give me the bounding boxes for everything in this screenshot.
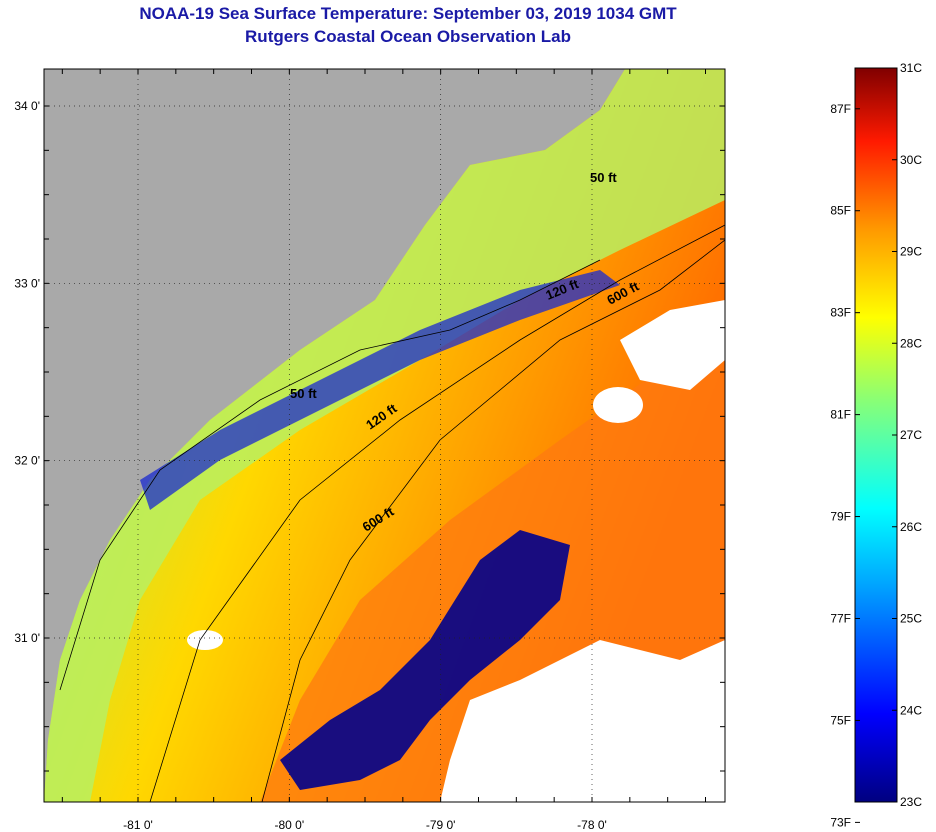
lat-tick-label: 33 0': [14, 276, 40, 290]
cloud-area: [440, 640, 725, 802]
lon-tick-label: -80 0': [275, 818, 305, 832]
axis-ticks: 34 0' 33 0' 32 0' 31 0' -81 0' -80 0' -79 0' -7…: [14, 69, 725, 832]
colorbar-labels: 31C 30C 29C 28C 27C 26C 25C 24C 23C 87F 85F 83F 81F 7…: [830, 61, 922, 829]
contour-50ft: [59, 259, 601, 691]
lat-tick-label: 34 0': [14, 99, 40, 113]
contour-600ft: [261, 239, 725, 802]
celsius-label: 27C: [900, 428, 922, 442]
lon-tick-label: -81 0': [123, 818, 153, 832]
celsius-label: 23C: [900, 795, 922, 809]
map-image: [44, 69, 725, 802]
celsius-label: 28C: [900, 336, 922, 350]
lon-tick-label: -79 0': [426, 818, 456, 832]
contour-label-50ft-north: 50 ft: [590, 170, 617, 185]
contour-label-50ft-south: 50 ft: [290, 386, 317, 401]
cold-streak: [140, 270, 620, 510]
graticule: [44, 69, 725, 802]
celsius-label: 26C: [900, 520, 922, 534]
lat-tick-label: 31 0': [14, 631, 40, 645]
fahrenheit-label: 73F: [830, 815, 851, 829]
map-subtitle: Rutgers Coastal Ocean Observation Lab: [245, 27, 571, 46]
fahrenheit-label: 87F: [830, 102, 851, 116]
celsius-label: 31C: [900, 61, 922, 75]
celsius-label: 25C: [900, 612, 922, 626]
celsius-label: 24C: [900, 703, 922, 717]
fahrenheit-label: 75F: [830, 713, 851, 727]
fahrenheit-label: 85F: [830, 204, 851, 218]
map-title: NOAA-19 Sea Surface Temperature: Septemb…: [139, 4, 677, 23]
lat-tick-label: 32 0': [14, 454, 40, 468]
fahrenheit-label: 79F: [830, 510, 851, 524]
fahrenheit-label: 81F: [830, 408, 851, 422]
map-frame: [43, 68, 726, 803]
colorbar: [854, 67, 898, 803]
cloud-patch-inshore: [187, 630, 223, 650]
cloud-patch-small: [593, 387, 643, 423]
cold-eddy: [280, 530, 570, 790]
nearshore-band: [44, 69, 725, 802]
lon-tick-label: -78 0': [577, 818, 607, 832]
cloud-patch: [620, 300, 725, 390]
fahrenheit-label: 77F: [830, 612, 851, 626]
celsius-label: 29C: [900, 245, 922, 259]
contour-120ft: [149, 224, 725, 802]
fahrenheit-label: 83F: [830, 306, 851, 320]
celsius-label: 30C: [900, 153, 922, 167]
